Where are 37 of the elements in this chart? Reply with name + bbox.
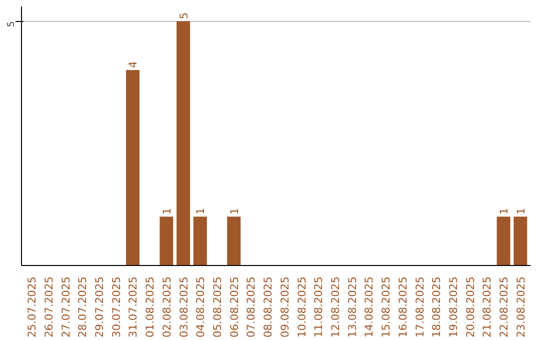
- x-tick-label: 13.08.2025: [346, 276, 359, 338]
- x-tick-label: 30.07.2025: [110, 276, 123, 338]
- x-tick-label: 21.08.2025: [480, 276, 494, 338]
- data-label: 1: [160, 208, 174, 215]
- x-tick-label: 03.08.2025: [177, 276, 190, 338]
- x-tick-label: 16.08.2025: [396, 276, 410, 338]
- data-label: 1: [498, 208, 511, 215]
- x-tick-label: 14.08.2025: [362, 276, 376, 338]
- x-tick-label: 06.08.2025: [228, 276, 241, 338]
- data-label: 1: [514, 208, 528, 215]
- x-tick-label: 20.08.2025: [464, 276, 477, 338]
- x-tick-label: 18.08.2025: [430, 276, 444, 338]
- x-tick-label: 26.07.2025: [42, 276, 56, 338]
- x-tick-label: 22.08.2025: [498, 276, 511, 338]
- x-tick-label: 02.08.2025: [160, 276, 174, 338]
- x-tick-label: 15.08.2025: [380, 276, 393, 338]
- x-tick-label: 23.08.2025: [514, 276, 528, 338]
- x-tick-label: 25.07.2025: [26, 276, 39, 338]
- x-tick-label: 11.08.2025: [312, 276, 326, 338]
- data-label: 4: [126, 61, 140, 68]
- x-tick-label: 12.08.2025: [328, 276, 342, 338]
- x-tick-label: 31.07.2025: [126, 276, 140, 338]
- x-tick-label: 19.08.2025: [446, 276, 460, 338]
- x-tick-label: 29.07.2025: [93, 276, 106, 338]
- x-tick-label: 04.08.2025: [194, 276, 208, 338]
- data-label: 1: [194, 208, 208, 215]
- data-label: 1: [228, 208, 241, 215]
- x-tick-label: 05.08.2025: [211, 276, 224, 338]
- x-tick-label: 17.08.2025: [413, 276, 426, 338]
- x-tick-label: 28.07.2025: [76, 276, 90, 338]
- data-label: 5: [177, 12, 190, 20]
- x-tick-label: 10.08.2025: [295, 276, 308, 338]
- x-tick-label: 09.08.2025: [278, 276, 292, 338]
- x-tick-label: 01.08.2025: [144, 276, 157, 338]
- x-tick-label: 08.08.2025: [262, 276, 275, 338]
- x-tick-label: 27.07.2025: [59, 276, 72, 338]
- x-tick-label: 07.08.2025: [244, 276, 258, 338]
